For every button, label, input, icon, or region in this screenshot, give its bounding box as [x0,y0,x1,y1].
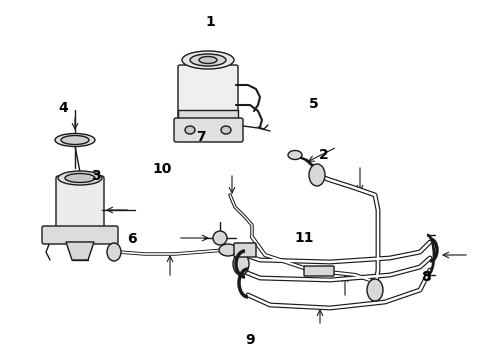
Ellipse shape [219,244,237,256]
Text: 1: 1 [206,15,216,28]
Text: 2: 2 [318,148,328,162]
Ellipse shape [65,174,95,183]
Text: 6: 6 [127,233,137,246]
Ellipse shape [55,134,95,147]
Polygon shape [66,242,94,260]
FancyBboxPatch shape [234,243,256,257]
FancyBboxPatch shape [304,266,334,276]
Ellipse shape [185,126,195,134]
Text: 3: 3 [91,170,100,183]
Ellipse shape [61,135,89,144]
Text: 7: 7 [196,130,206,144]
Ellipse shape [309,164,325,186]
FancyBboxPatch shape [178,65,238,124]
Text: 9: 9 [245,333,255,347]
Text: 5: 5 [309,98,318,111]
FancyBboxPatch shape [42,226,118,244]
Ellipse shape [233,253,249,275]
Ellipse shape [213,231,227,245]
Ellipse shape [107,243,121,261]
Text: 10: 10 [152,162,172,176]
Ellipse shape [182,51,234,69]
Ellipse shape [58,171,102,185]
Ellipse shape [199,57,217,63]
FancyBboxPatch shape [178,110,238,120]
Ellipse shape [288,150,302,159]
Text: 4: 4 [59,101,69,115]
FancyBboxPatch shape [56,176,104,230]
Ellipse shape [221,126,231,134]
Ellipse shape [367,279,383,301]
Text: 8: 8 [421,270,431,284]
FancyBboxPatch shape [174,118,243,142]
Ellipse shape [190,54,226,66]
Text: 11: 11 [294,231,314,244]
